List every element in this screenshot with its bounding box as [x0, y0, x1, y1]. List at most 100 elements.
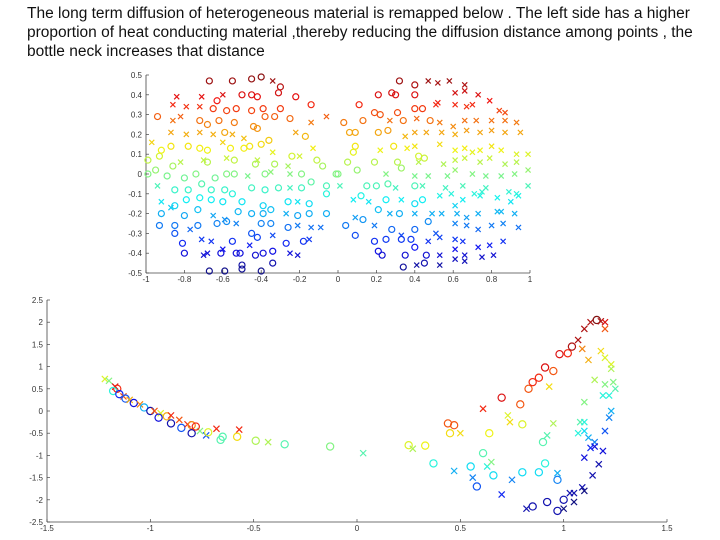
circle-marker — [196, 194, 204, 202]
circle-marker — [307, 101, 315, 109]
cross-marker — [101, 375, 109, 383]
circle-marker — [271, 112, 279, 121]
circle-marker — [319, 162, 327, 170]
circle-marker — [351, 231, 359, 239]
circle-marker — [299, 237, 308, 245]
circle-marker — [259, 202, 267, 210]
circle-marker — [257, 73, 265, 81]
circle-marker — [259, 105, 267, 113]
circle-marker — [221, 128, 229, 137]
cross-marker — [219, 91, 226, 98]
circle-marker — [223, 107, 231, 115]
circle-marker — [359, 116, 367, 125]
cross-marker — [459, 182, 466, 189]
circle-marker — [217, 249, 225, 257]
circle-marker — [171, 229, 179, 237]
cross-marker — [235, 426, 243, 434]
cross-marker — [452, 101, 459, 108]
circle-marker — [399, 116, 407, 125]
cross-marker — [432, 101, 439, 108]
cross-marker — [504, 411, 512, 419]
cross-marker — [513, 151, 520, 158]
cross-marker — [229, 131, 236, 138]
cross-marker — [580, 325, 588, 333]
circle-marker — [248, 184, 256, 192]
x-tick-label: -1.5 — [40, 524, 54, 533]
circle-marker — [489, 471, 498, 480]
cross-marker — [595, 460, 603, 468]
cross-marker — [601, 380, 609, 388]
cross-marker — [292, 129, 299, 136]
x-tick-label: 1 — [528, 275, 533, 284]
x-tick-label: 1 — [561, 524, 566, 533]
cross-marker — [283, 210, 290, 217]
cross-marker — [597, 347, 605, 355]
cross-marker — [425, 77, 432, 84]
circle-marker — [230, 170, 238, 178]
circle-marker — [196, 116, 204, 125]
circle-marker — [407, 235, 415, 243]
x-tick-label: -0.6 — [216, 275, 230, 284]
cross-marker — [461, 87, 468, 94]
x-tick-label: -0.4 — [254, 275, 268, 284]
y-tick-label: -0.3 — [128, 229, 142, 238]
cross-marker — [436, 234, 443, 241]
circle-marker — [221, 267, 229, 275]
circle-marker — [449, 421, 459, 430]
cross-marker — [584, 434, 592, 442]
cross-marker — [219, 246, 226, 253]
cross-marker — [580, 398, 588, 406]
cross-marker — [461, 145, 468, 152]
cross-marker — [336, 182, 343, 189]
circle-marker — [393, 158, 402, 166]
cross-marker — [317, 224, 324, 231]
circle-marker — [384, 180, 392, 188]
circle-marker — [534, 373, 544, 382]
cross-marker — [296, 153, 303, 160]
cross-marker — [587, 444, 595, 452]
circle-marker — [153, 112, 162, 121]
cross-marker — [183, 131, 190, 138]
y-tick-label: 0.5 — [131, 71, 143, 80]
circle-marker — [288, 152, 296, 160]
circle-marker — [238, 91, 246, 99]
circle-marker — [404, 440, 413, 450]
circle-marker — [426, 116, 434, 125]
circle-marker — [353, 166, 361, 174]
cross-marker — [269, 77, 276, 84]
circle-marker — [549, 366, 558, 376]
cross-marker — [440, 161, 447, 168]
circle-marker — [424, 217, 432, 226]
circle-marker — [567, 342, 577, 351]
circle-marker — [286, 114, 294, 123]
circle-marker — [228, 237, 236, 245]
circle-marker — [374, 247, 382, 255]
cross-marker — [578, 345, 586, 353]
circle-marker — [211, 174, 219, 182]
x-tick-label: 0.8 — [486, 275, 498, 284]
cross-marker — [513, 159, 520, 166]
y-tick-label: -2.5 — [29, 518, 43, 527]
circle-marker — [113, 384, 122, 393]
circle-marker — [418, 105, 427, 113]
cross-marker — [254, 157, 261, 164]
cross-marker — [404, 145, 411, 152]
cross-marker — [450, 123, 457, 130]
cross-marker — [515, 224, 522, 231]
cross-marker — [269, 149, 276, 156]
circle-marker — [294, 211, 302, 220]
circle-marker — [359, 215, 367, 224]
cross-marker — [452, 167, 459, 174]
cross-marker — [175, 416, 183, 424]
circle-marker — [397, 164, 405, 172]
cross-marker — [167, 204, 174, 211]
circle-marker — [232, 249, 240, 257]
cross-marker — [459, 196, 466, 203]
x-tick-label: 0.2 — [371, 275, 383, 284]
circle-marker — [422, 251, 430, 259]
circle-marker — [284, 198, 292, 206]
circle-marker — [257, 219, 265, 228]
circle-marker — [230, 156, 238, 164]
cross-marker — [350, 196, 357, 203]
